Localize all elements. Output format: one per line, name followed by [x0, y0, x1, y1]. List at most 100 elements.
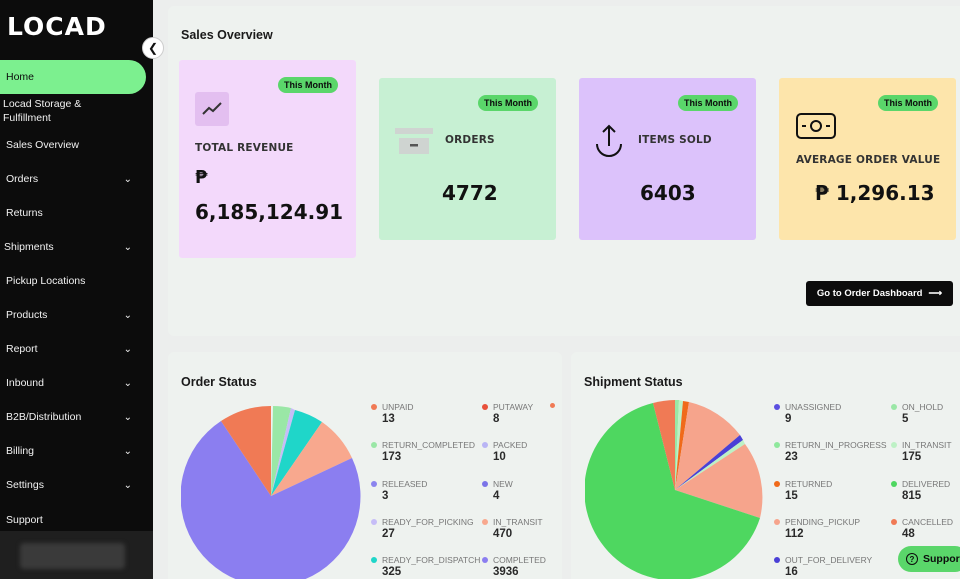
orders-value: 4772: [442, 181, 498, 205]
pie-slice-in-transit[interactable]: [271, 422, 352, 496]
sidebar-item-inbound[interactable]: Inbound ⌄: [0, 376, 146, 390]
legend-packed: PACKED: [482, 439, 527, 450]
average-order-value-value: ₱ 1,296.13: [815, 181, 935, 205]
legend-ready-for-dispatch-value: 325: [382, 566, 402, 578]
orders-label: ORDERS: [445, 134, 495, 146]
chevron-down-icon: ⌄: [123, 309, 132, 321]
pie-slice-return-completed[interactable]: [271, 406, 291, 496]
sidebar-item-label: Locad Storage & Fulfillment: [3, 98, 82, 124]
button-label: Go to Order Dashboard: [816, 288, 923, 299]
pie-slice-pending-pickup[interactable]: [675, 444, 763, 518]
legend-out-for-delivery-value: 16: [785, 566, 798, 578]
sidebar-item-sales-overview[interactable]: Sales Overview: [0, 138, 146, 152]
upload-icon: [593, 124, 625, 165]
sidebar-item-billing[interactable]: Billing ⌄: [0, 444, 146, 458]
legend-released-value: 3: [382, 490, 389, 502]
legend-cancelled: CANCELLED: [891, 516, 953, 527]
pie-slice-in-transit[interactable]: [675, 440, 745, 490]
legend-packed-value: 10: [493, 451, 506, 463]
sidebar-item-pickup-locations[interactable]: Pickup Locations: [0, 274, 146, 288]
legend-completed: COMPLETED: [482, 554, 546, 565]
sidebar-item-orders[interactable]: Orders ⌄: [0, 172, 146, 186]
support-button[interactable]: ? Support: [898, 546, 960, 572]
pie-slice-return-in-progress[interactable]: [675, 400, 683, 490]
legend-pending-pickup: PENDING_PICKUP: [774, 516, 860, 527]
trend-up-icon: [195, 92, 229, 126]
sidebar-item-label: Pickup Locations: [6, 275, 86, 287]
legend-putaway-value: 8: [493, 413, 500, 425]
sidebar-item-products[interactable]: Products ⌄: [0, 308, 146, 322]
pie-slice-delivered[interactable]: [585, 403, 760, 579]
average-order-value-label: AVERAGE ORDER VALUE: [796, 154, 941, 166]
currency-symbol: ₱: [195, 167, 208, 188]
inbox-icon: [395, 128, 433, 161]
cash-icon: [796, 113, 836, 144]
pie-slice-out-for-delivery[interactable]: [675, 435, 743, 490]
chevron-down-icon: ⌄: [123, 445, 132, 457]
legend-return-completed-value: 173: [382, 451, 402, 463]
sidebar-item-shipments[interactable]: Shipments ⌄: [0, 240, 146, 254]
legend-returned-value: 15: [785, 490, 798, 502]
sidebar-item-support[interactable]: Support: [0, 513, 146, 527]
order-status-pie-chart: [181, 406, 361, 579]
order-status-title: Order Status: [181, 375, 257, 389]
chevron-left-icon: ❮: [147, 41, 159, 55]
legend-cancelled-value: 48: [902, 528, 915, 540]
sidebar-item-b2b[interactable]: B2B/Distribution ⌄: [0, 410, 146, 424]
sidebar-item-locad-storage[interactable]: Locad Storage & Fulfillment: [0, 96, 110, 126]
legend-ready-for-dispatch: READY_FOR_DISPATCH: [371, 554, 480, 565]
pie-slice-ready-for-picking[interactable]: [271, 408, 295, 496]
sidebar-item-label: Returns: [6, 207, 43, 219]
legend-on-hold-value: 5: [902, 413, 909, 425]
legend-delivered: DELIVERED: [891, 478, 950, 489]
this-month-badge: This Month: [278, 77, 338, 93]
legend-in-transit-value: 470: [493, 528, 513, 540]
sidebar: LOCAD Home Locad Storage & Fulfillment S…: [0, 0, 153, 579]
legend-released: RELEASED: [371, 478, 427, 489]
sidebar-item-label: Products: [6, 309, 48, 321]
legend-return-completed: RETURN_COMPLETED: [371, 439, 475, 450]
legend-putaway: PUTAWAY: [482, 401, 533, 412]
legend-return-in-progress-value: 23: [785, 451, 798, 463]
support-label: Support: [923, 553, 960, 565]
items-sold-card: This Month ITEMS SOLD 6403: [579, 78, 756, 240]
pie-slice-completed[interactable]: [181, 421, 361, 579]
user-profile[interactable]: [0, 531, 153, 579]
legend-new-value: 4: [493, 490, 500, 502]
logo: LOCAD: [7, 12, 107, 41]
legend-unpaid-value: 13: [382, 413, 395, 425]
legend-ready-for-picking: READY_FOR_PICKING: [371, 516, 474, 527]
legend-shipment-in-transit-value: 175: [902, 451, 922, 463]
items-sold-value: 6403: [640, 181, 696, 205]
legend-overflow-dot: [550, 403, 555, 408]
sidebar-item-label: Shipments: [4, 241, 54, 253]
legend-out-for-delivery: OUT_FOR_DELIVERY: [774, 554, 872, 565]
sidebar-item-label: Report: [6, 343, 38, 355]
legend-unpaid: UNPAID: [371, 401, 414, 412]
collapse-sidebar-button[interactable]: ❮: [142, 37, 164, 59]
pie-slice-ready-for-dispatch[interactable]: [271, 410, 322, 496]
this-month-badge: This Month: [878, 95, 938, 111]
help-icon: ?: [906, 553, 918, 565]
sidebar-item-label: Billing: [6, 445, 35, 457]
pie-slice-unpaid[interactable]: [221, 406, 271, 496]
pie-slice-pending-pickup-top[interactable]: [675, 402, 740, 490]
legend-on-hold: ON_HOLD: [891, 401, 943, 412]
legend-returned: RETURNED: [774, 478, 832, 489]
pie-slice-cancelled[interactable]: [653, 400, 675, 490]
total-revenue-label: TOTAL REVENUE: [195, 142, 294, 154]
sidebar-item-label: Home: [6, 71, 35, 83]
chevron-down-icon: ⌄: [123, 377, 132, 389]
orders-card: This Month ORDERS 4772: [379, 78, 556, 240]
sidebar-item-report[interactable]: Report ⌄: [0, 342, 146, 356]
sidebar-item-label: Inbound: [6, 377, 44, 389]
sidebar-item-home[interactable]: Home: [0, 60, 146, 94]
sidebar-item-settings[interactable]: Settings ⌄: [0, 478, 146, 492]
pie-slice-returned[interactable]: [675, 401, 689, 490]
sidebar-item-label: B2B/Distribution: [6, 411, 82, 423]
go-to-order-dashboard-button[interactable]: Go to Order Dashboard ⟶: [806, 281, 953, 306]
sidebar-item-label: Sales Overview: [6, 139, 79, 151]
sidebar-item-returns[interactable]: Returns: [0, 206, 146, 220]
chevron-down-icon: ⌄: [123, 241, 132, 253]
chevron-down-icon: ⌄: [123, 343, 132, 355]
